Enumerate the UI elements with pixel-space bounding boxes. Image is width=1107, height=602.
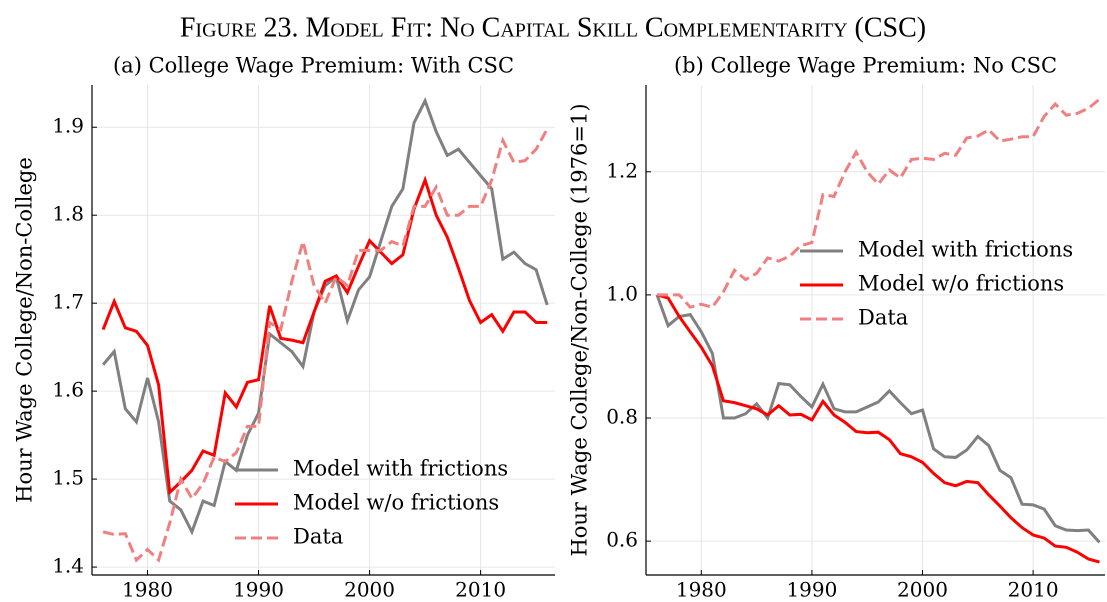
y-tick-label: 0.8	[606, 405, 638, 429]
y-tick-label: 1.8	[52, 202, 84, 226]
legend-label: Data	[858, 306, 908, 330]
y-tick-label: 1.7	[52, 290, 84, 314]
x-tick-label: 1980	[122, 578, 173, 602]
series-line	[655, 294, 1101, 544]
y-tick-label: 1.5	[52, 466, 84, 490]
subplot-title: (b) College Wage Premium: No CSC	[674, 54, 1057, 78]
x-tick-label: 1990	[233, 578, 284, 602]
series-line	[101, 175, 548, 496]
y-tick-label: 0.6	[606, 528, 638, 552]
y-tick-label: 1.4	[52, 554, 84, 578]
y-tick-label: 1.2	[606, 158, 638, 182]
x-tick-label: 2010	[1008, 578, 1059, 602]
legend-label: Model with frictions	[293, 457, 508, 481]
legend-label: Model w/o frictions	[293, 491, 499, 515]
series-line	[656, 293, 1100, 564]
series-line	[102, 128, 549, 563]
figure-title: Figure 23. Model Fit: No Capital Skill C…	[180, 12, 926, 43]
x-tick-label: 2000	[344, 578, 395, 602]
x-tick-label: 1990	[786, 578, 837, 602]
y-tick-label: 1.9	[52, 114, 84, 138]
legend-label: Model w/o frictions	[858, 272, 1064, 296]
x-tick-label: 2010	[455, 578, 506, 602]
legend-label: Data	[293, 525, 343, 549]
series-line	[657, 98, 1101, 309]
y-axis-label: Hour Wage College/Non-College	[13, 157, 37, 503]
subplot-title: (a) College Wage Premium: With CSC	[113, 54, 514, 78]
y-tick-label: 1.0	[606, 281, 638, 305]
y-axis-label: Hour Wage College/Non-College (1976=1)	[568, 103, 592, 556]
y-tick-label: 1.6	[52, 378, 84, 402]
x-tick-label: 2000	[897, 578, 948, 602]
legend-label: Model with frictions	[858, 238, 1073, 262]
x-tick-label: 1980	[676, 578, 727, 602]
